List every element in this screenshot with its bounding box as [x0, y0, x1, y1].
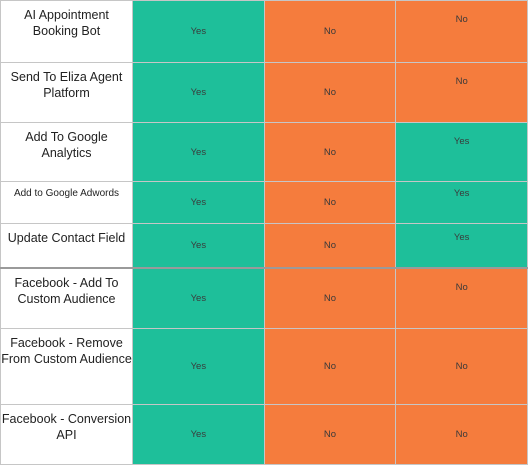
value-cell: No	[263, 267, 397, 329]
table-row: Send To Eliza Agent Platform Yes No No	[0, 62, 528, 124]
value-cell: No	[263, 327, 397, 405]
feature-name: AI Appointment Booking Bot	[0, 0, 133, 64]
table-row: AI Appointment Booking Bot Yes No No	[0, 0, 528, 64]
value-label: Yes	[453, 232, 470, 244]
value-cell: Yes	[132, 267, 265, 329]
value-cell: Yes	[132, 62, 265, 124]
value-cell: No	[395, 0, 528, 64]
table-row: Add to Google Adwords Yes No Yes	[0, 181, 528, 225]
table-row: Facebook - Remove From Custom Audience Y…	[0, 327, 528, 405]
value-label: No	[455, 282, 468, 294]
value-cell: Yes	[395, 223, 528, 269]
value-cell: Yes	[132, 403, 265, 465]
value-label: No	[455, 14, 468, 25]
table-row: Update Contact Field Yes No Yes	[0, 223, 528, 269]
value-cell: No	[395, 403, 528, 465]
value-label: Yes	[453, 136, 470, 148]
feature-name: Facebook - Conversion API	[0, 403, 133, 465]
value-cell: Yes	[132, 122, 265, 183]
table-row: Facebook - Conversion API Yes No No	[0, 403, 528, 465]
table-row: Facebook - Add To Custom Audience Yes No…	[0, 267, 528, 329]
value-cell: Yes	[132, 0, 265, 64]
value-cell: No	[395, 62, 528, 124]
value-cell: No	[263, 181, 397, 225]
feature-name: Update Contact Field	[0, 223, 133, 269]
feature-name: Add To Google Analytics	[0, 122, 133, 183]
value-label: Yes	[453, 188, 470, 200]
value-cell: No	[395, 267, 528, 329]
value-cell: Yes	[395, 122, 528, 183]
table-row: Add To Google Analytics Yes No Yes	[0, 122, 528, 183]
value-cell: No	[263, 403, 397, 465]
value-cell: No	[395, 327, 528, 405]
feature-name: Send To Eliza Agent Platform	[0, 62, 133, 124]
value-cell: Yes	[132, 223, 265, 269]
value-cell: Yes	[395, 181, 528, 225]
feature-name: Facebook - Add To Custom Audience	[0, 267, 133, 329]
value-cell: No	[263, 122, 397, 183]
feature-name: Add to Google Adwords	[0, 181, 133, 225]
value-cell: Yes	[132, 327, 265, 405]
value-cell: Yes	[132, 181, 265, 225]
value-cell: No	[263, 223, 397, 269]
value-cell: No	[263, 62, 397, 124]
feature-name: Facebook - Remove From Custom Audience	[0, 327, 133, 405]
value-label: No	[455, 76, 468, 88]
value-cell: No	[263, 0, 397, 64]
